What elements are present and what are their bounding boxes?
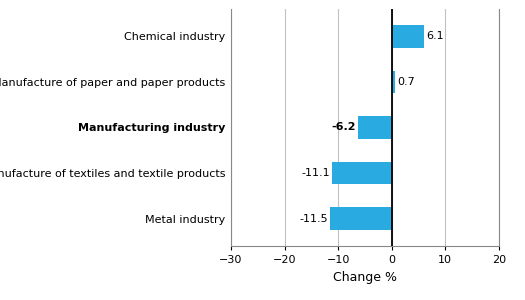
Bar bbox=[392, 70, 395, 93]
Bar bbox=[332, 162, 392, 184]
Text: -11.5: -11.5 bbox=[299, 214, 328, 224]
Bar bbox=[359, 116, 392, 139]
Text: -11.1: -11.1 bbox=[301, 168, 330, 178]
Text: 0.7: 0.7 bbox=[397, 77, 415, 87]
Text: -6.2: -6.2 bbox=[332, 122, 356, 133]
Bar bbox=[392, 25, 424, 48]
Text: 6.1: 6.1 bbox=[426, 31, 444, 41]
Bar bbox=[330, 207, 392, 230]
X-axis label: Change %: Change % bbox=[333, 271, 397, 284]
